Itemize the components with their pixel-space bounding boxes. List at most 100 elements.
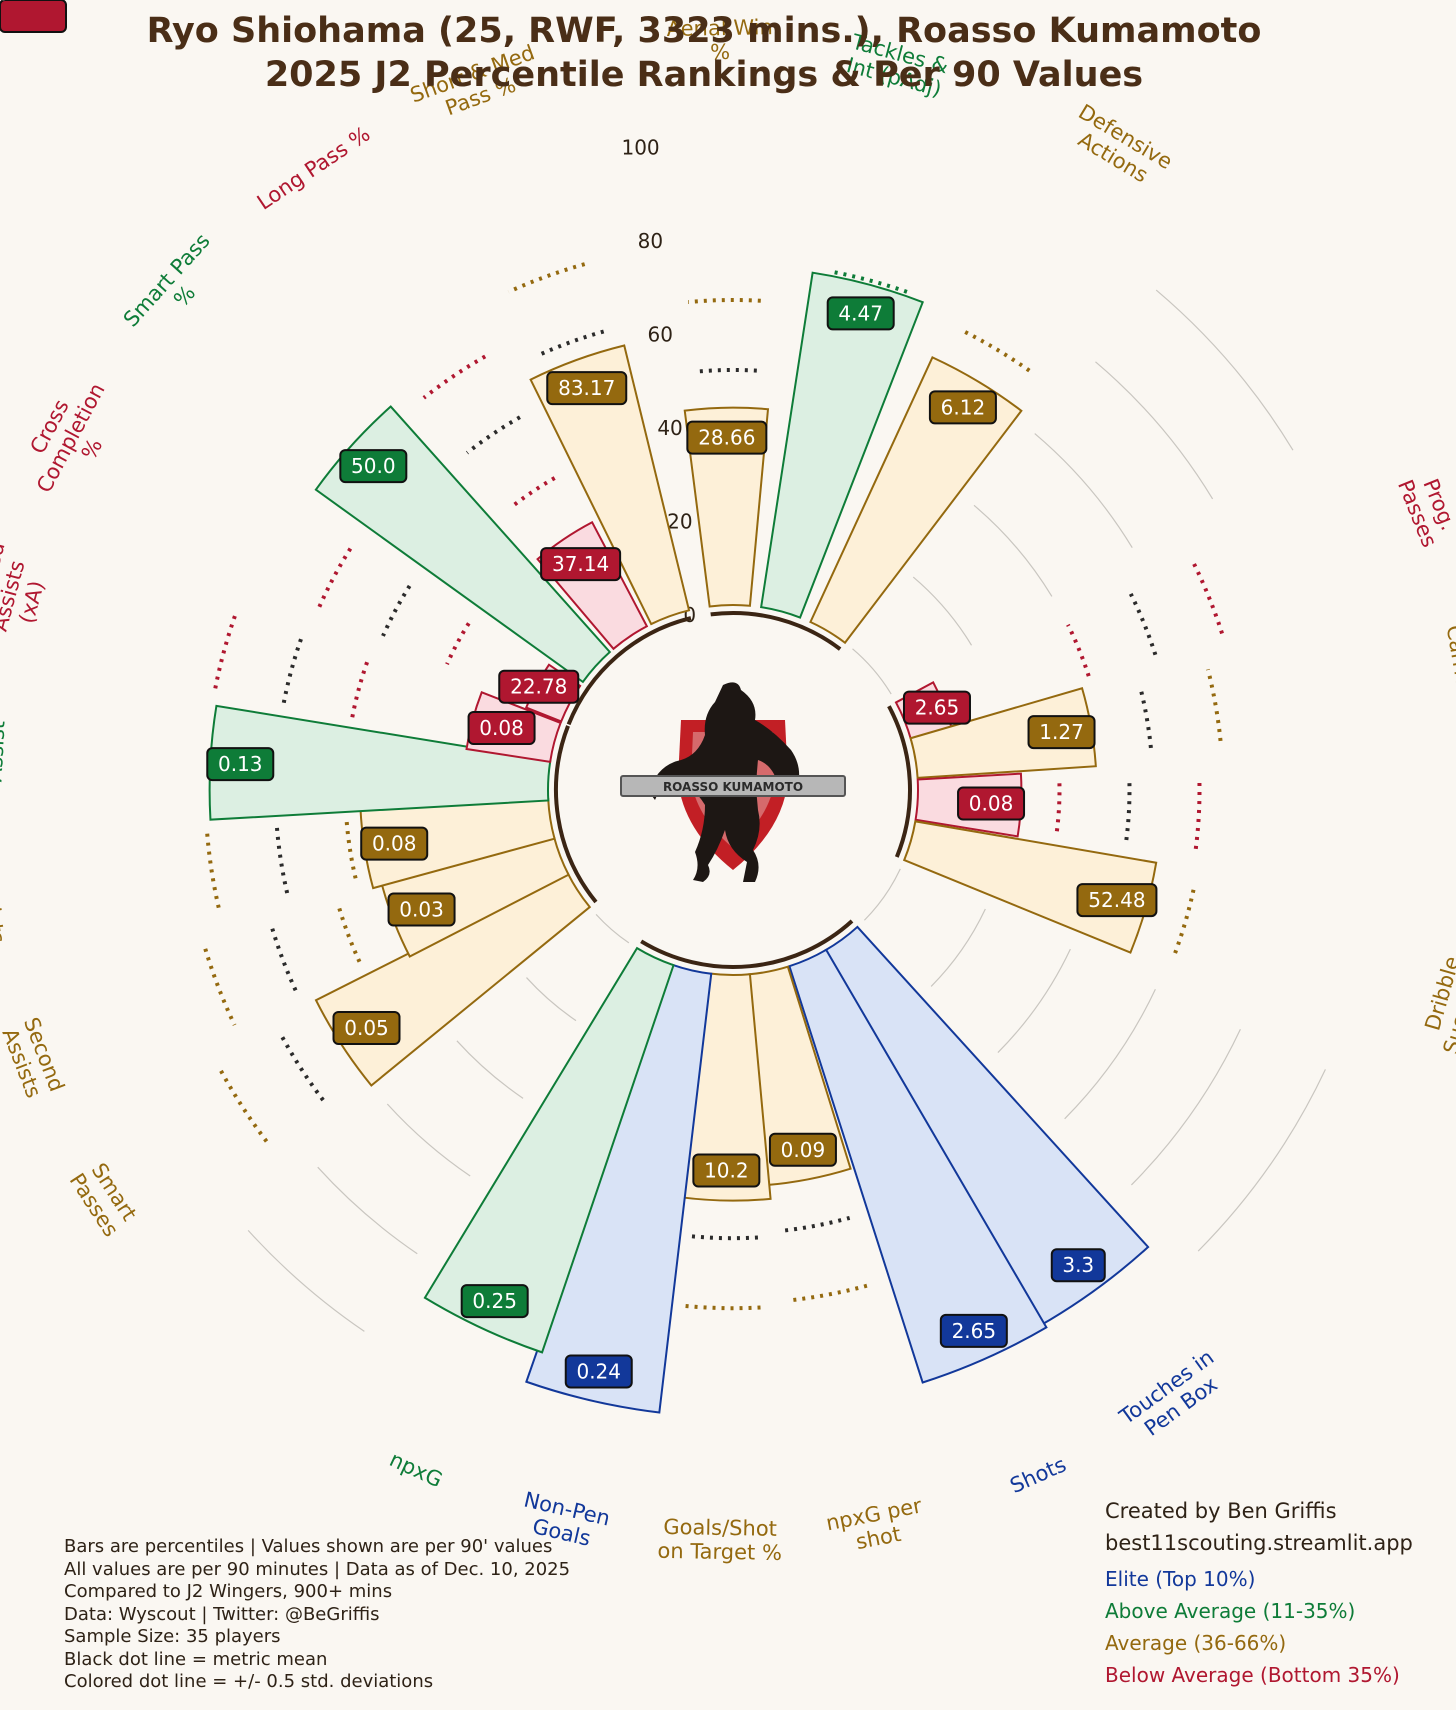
footnote-line: Colored dot line = +/- 0.5 std. deviatio… [64, 1671, 434, 1692]
dot-line [212, 615, 237, 692]
svg-text:0.08: 0.08 [372, 832, 417, 856]
gridline-arc [247, 1229, 365, 1332]
bar-second-assists [380, 835, 570, 958]
value-badge: 0.25 [460, 1284, 529, 1319]
svg-text:on Target %: on Target % [657, 1539, 782, 1565]
svg-text:3.3: 3.3 [1062, 1253, 1094, 1277]
dot-line [381, 584, 412, 637]
dot-line [1191, 562, 1224, 635]
bar-defensive-actions [809, 356, 1023, 645]
metric-label: Smart Pass% [119, 229, 215, 332]
footnote-line: Black dot line = metric mean [64, 1648, 328, 1670]
gridline-arc [1034, 433, 1133, 549]
dot-line [274, 827, 290, 896]
gridline-arc [1130, 1029, 1241, 1186]
gridline-arc [997, 948, 1071, 1054]
dot-line [445, 622, 471, 665]
gridline-arc [930, 908, 986, 987]
svg-text:22.78: 22.78 [510, 675, 567, 699]
credit-site: best11scouting.streamlit.app [1105, 1531, 1413, 1555]
dot-line [205, 833, 222, 912]
gridline-arc [973, 504, 1053, 597]
dot-line [350, 661, 369, 719]
svg-text:83.17: 83.17 [558, 376, 615, 400]
value-badge: 1.27 [1027, 715, 1096, 750]
svg-text:0.08: 0.08 [479, 716, 524, 740]
value-badge: 0.05 [332, 1011, 401, 1046]
legend-above-average: Above Average (11-35%) [1105, 1599, 1356, 1623]
dot-line [784, 1215, 851, 1233]
bar-non-pen-goals [525, 963, 713, 1414]
value-badge: 0.09 [768, 1132, 837, 1167]
value-badge: 0.08 [467, 710, 536, 745]
svg-text:Aerial Win: Aerial Win [666, 15, 773, 41]
footnote-line: Bars are percentiles | Values shown are … [64, 1536, 553, 1557]
metric-label: npxG [386, 1447, 446, 1492]
gridline-arc [456, 1040, 524, 1099]
value-badge: 0.08 [360, 826, 429, 861]
svg-text:0.09: 0.09 [781, 1138, 826, 1162]
dot-line [1128, 592, 1158, 656]
radial-gridlines [247, 289, 1326, 1332]
dot-line [831, 269, 908, 294]
credit-block: Created by Ben Griffis best11scouting.st… [1105, 1495, 1413, 1559]
group-bracket [710, 611, 842, 651]
svg-text:2.65: 2.65 [952, 1319, 997, 1343]
dot-line [1205, 668, 1223, 742]
dot-line [422, 354, 487, 400]
gridline-arc [526, 977, 577, 1022]
metric-label: Long Pass % [253, 122, 375, 215]
dot-line [1138, 686, 1153, 749]
svg-text:Long Pass %: Long Pass % [253, 122, 375, 215]
chart-subtitle: 2025 J2 Percentile Rankings & Per 90 Val… [264, 55, 1144, 95]
svg-text:%: % [710, 40, 730, 64]
r-tick-label: 60 [648, 323, 673, 347]
tier-legend: Elite (Top 10%) Above Average (11-35%) A… [1105, 1563, 1400, 1691]
metric-label: Shots [1006, 1452, 1069, 1498]
group-bracket [566, 616, 692, 726]
svg-text:1.27: 1.27 [1039, 720, 1084, 744]
gridline-arc [852, 648, 892, 695]
value-badge: 0.62 [0, 0, 67, 33]
gridline-arc [1064, 988, 1156, 1120]
dot-line [280, 1036, 326, 1103]
dot-line [1193, 779, 1202, 850]
bar-tackles-int-padj- [760, 271, 924, 619]
footnote-line: Sample Size: 35 players [64, 1626, 281, 1647]
svg-text:0.05: 0.05 [344, 1016, 389, 1040]
svg-text:0.25: 0.25 [472, 1289, 517, 1313]
value-badge: 2.65 [939, 1313, 1008, 1348]
value-badge: 0.08 [957, 786, 1026, 821]
metric-label: Aerial Win% [666, 15, 773, 64]
value-badge: 6.12 [928, 390, 997, 425]
gridline-arc [1095, 361, 1214, 500]
svg-text:Assist: Assist [0, 720, 10, 782]
gridline-arc [863, 868, 901, 921]
footnote-line: All values are per 90 minutes | Data as … [64, 1558, 571, 1580]
value-badge: 0.03 [387, 892, 456, 927]
value-badge: 52.48 [1076, 883, 1158, 918]
dot-line [536, 329, 605, 358]
svg-text:0.13: 0.13 [218, 752, 263, 776]
r-tick-label: 20 [667, 509, 692, 533]
dot-line [694, 368, 757, 374]
value-badge: 0.13 [206, 747, 275, 782]
metric-label: Assists [0, 870, 10, 945]
svg-text:6.12: 6.12 [941, 395, 986, 419]
dot-line [465, 415, 521, 455]
value-badges: 37.14 83.17 50.0 22.78 28.66 4.47 6.12 2.65 1.27… [0, 0, 1158, 1389]
svg-text:npxG: npxG [386, 1447, 446, 1492]
credit-author: Created by Ben Griffis [1105, 1499, 1337, 1523]
dot-line [1173, 885, 1197, 954]
metric-label: Tackles &Int (pAdj) [844, 29, 951, 101]
svg-text:Goals/Shot: Goals/Shot [663, 1515, 777, 1541]
dot-line [219, 1069, 270, 1145]
bar-npxg-per-shot [747, 965, 852, 1187]
dot-line [1054, 782, 1062, 832]
bar-short-med-pass- [529, 344, 691, 626]
svg-text:52.48: 52.48 [1088, 888, 1145, 912]
metric-label: Prog.Carries [1442, 623, 1456, 700]
